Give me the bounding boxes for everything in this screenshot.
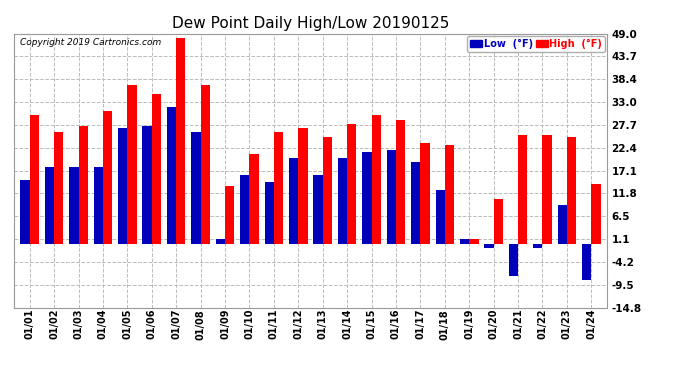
Bar: [313, 176, 323, 244]
Bar: [274, 132, 283, 244]
Bar: [30, 115, 39, 244]
Bar: [582, 244, 591, 280]
Bar: [362, 152, 371, 244]
Bar: [298, 128, 308, 244]
Bar: [152, 94, 161, 244]
Bar: [323, 137, 332, 244]
Bar: [167, 107, 176, 244]
Bar: [420, 143, 430, 244]
Bar: [542, 135, 552, 244]
Bar: [591, 184, 600, 244]
Bar: [411, 162, 420, 244]
Bar: [567, 137, 576, 244]
Bar: [338, 158, 347, 244]
Bar: [45, 167, 54, 244]
Bar: [371, 115, 381, 244]
Bar: [143, 126, 152, 244]
Bar: [469, 239, 478, 244]
Bar: [79, 126, 88, 244]
Bar: [264, 182, 274, 244]
Bar: [69, 167, 79, 244]
Bar: [54, 132, 63, 244]
Bar: [128, 85, 137, 244]
Bar: [509, 244, 518, 276]
Bar: [493, 199, 503, 244]
Bar: [21, 180, 30, 244]
Bar: [460, 239, 469, 244]
Bar: [118, 128, 128, 244]
Bar: [103, 111, 112, 244]
Legend: Low  (°F), High  (°F): Low (°F), High (°F): [467, 36, 605, 52]
Title: Dew Point Daily High/Low 20190125: Dew Point Daily High/Low 20190125: [172, 16, 449, 31]
Bar: [240, 176, 250, 244]
Bar: [518, 135, 527, 244]
Bar: [250, 154, 259, 244]
Bar: [386, 150, 396, 244]
Bar: [216, 239, 225, 244]
Bar: [396, 120, 405, 244]
Bar: [445, 145, 454, 244]
Bar: [176, 38, 186, 244]
Bar: [558, 206, 567, 244]
Bar: [225, 186, 235, 244]
Text: Copyright 2019 Cartronics.com: Copyright 2019 Cartronics.com: [20, 38, 161, 47]
Bar: [435, 190, 445, 244]
Bar: [484, 244, 493, 248]
Bar: [533, 244, 542, 248]
Bar: [94, 167, 103, 244]
Bar: [347, 124, 357, 244]
Bar: [191, 132, 201, 244]
Bar: [201, 85, 210, 244]
Bar: [289, 158, 298, 244]
